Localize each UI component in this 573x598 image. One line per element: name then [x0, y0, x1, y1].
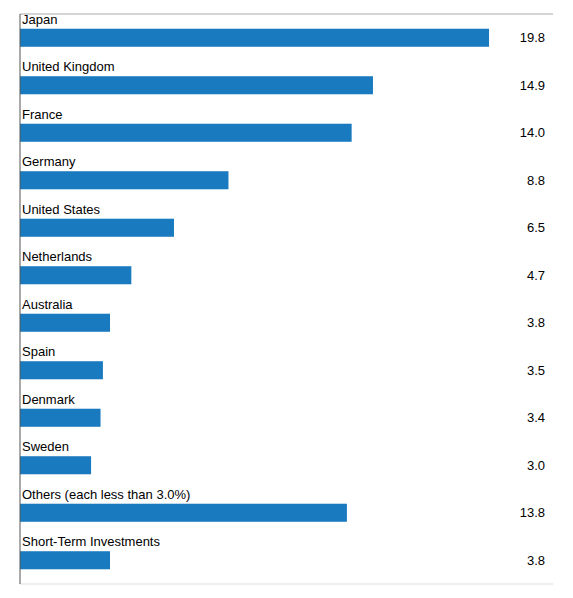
bar	[20, 76, 373, 94]
value-label: 19.8	[520, 30, 545, 45]
value-label: 3.8	[527, 553, 545, 568]
bar	[20, 266, 131, 284]
value-label: 3.0	[527, 458, 545, 473]
bar	[20, 456, 91, 474]
category-label: United States	[22, 202, 101, 217]
value-label: 6.5	[527, 220, 545, 235]
bars	[20, 29, 489, 570]
bar	[20, 314, 110, 332]
value-label: 13.8	[520, 505, 545, 520]
bar	[20, 29, 489, 47]
labels: Japan 19.8 United Kingdom 14.9 France 14.0 Ger…	[22, 12, 545, 568]
category-label: Denmark	[22, 392, 75, 407]
category-label: Others (each less than 3.0%)	[22, 487, 190, 502]
bottom-border	[20, 584, 553, 585]
bar	[20, 361, 103, 379]
value-label: 8.8	[527, 173, 545, 188]
value-label: 4.7	[527, 268, 545, 283]
top-border	[20, 14, 553, 15]
bar	[20, 409, 101, 427]
category-label: Japan	[22, 12, 57, 27]
bar	[20, 171, 228, 189]
chart-container: Japan 19.8 United Kingdom 14.9 France 14.0 Ger…	[0, 0, 573, 598]
category-label: France	[22, 107, 62, 122]
left-border	[20, 14, 21, 584]
category-label: Spain	[22, 344, 55, 359]
value-label: 3.5	[527, 363, 545, 378]
chart: Japan 19.8 United Kingdom 14.9 France 14.0 Ger…	[0, 0, 573, 598]
category-label: Australia	[22, 297, 73, 312]
bar	[20, 551, 110, 569]
bar	[20, 219, 174, 237]
category-label: Sweden	[22, 439, 69, 454]
value-label: 14.9	[520, 78, 545, 93]
category-label: United Kingdom	[22, 59, 115, 74]
value-label: 14.0	[520, 125, 545, 140]
value-label: 3.8	[527, 315, 545, 330]
bar	[20, 504, 347, 522]
value-label: 3.4	[527, 410, 545, 425]
category-label: Netherlands	[22, 249, 93, 264]
category-label: Germany	[22, 154, 76, 169]
bar	[20, 124, 352, 142]
category-label: Short-Term Investments	[22, 534, 160, 549]
